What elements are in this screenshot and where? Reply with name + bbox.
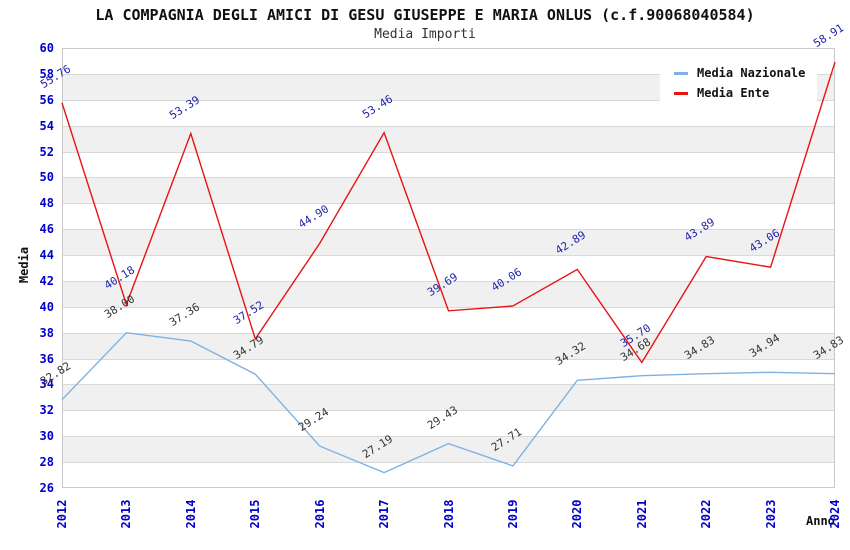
grid-band [62,436,835,463]
x-tick-label: 2016 [312,499,327,529]
y-tick-label: 58 [39,66,54,81]
x-tick-label: 2012 [55,499,69,529]
x-tick-label: 2020 [570,499,585,529]
legend-item-media-nazionale: Media Nazionale [674,63,805,83]
x-tick-label: 2024 [828,499,842,529]
x-tick-label: 2021 [634,499,649,529]
grid-band [62,151,835,178]
y-tick-label: 38 [39,325,54,340]
y-tick-label: 60 [39,41,54,55]
legend-swatch-ente-icon [674,91,688,95]
grid-band [62,358,835,385]
gridline [62,229,835,231]
y-tick-label: 26 [39,481,54,495]
y-tick-label: 36 [39,351,54,366]
x-tick-label: 2014 [183,499,198,529]
gridline [62,203,835,205]
gridline [62,255,835,257]
x-axis-title: Anno [806,514,835,528]
y-tick-label: 48 [39,196,54,211]
legend: Media Nazionale Media Ente [660,56,818,110]
grid-band [62,332,835,359]
legend-label-nazionale: Media Nazionale [697,66,806,80]
gridline [62,151,835,153]
y-tick-label: 42 [39,273,54,288]
grid-band [62,177,835,204]
gridline [62,332,835,334]
y-tick-label: 50 [39,170,54,185]
y-tick-label: 34 [39,377,54,392]
legend-item-media-ente: Media Ente [674,83,805,103]
y-tick-label: 30 [39,429,54,444]
x-tick-label: 2019 [505,499,520,529]
legend-label-ente: Media Ente [697,86,770,100]
x-tick-label: 2018 [441,499,456,529]
legend-swatch-nazionale-icon [674,71,688,75]
x-tick-label: 2015 [248,499,263,529]
gridline [62,177,835,179]
gridline [62,306,835,308]
chart-title: LA COMPAGNIA DEGLI AMICI DI GESU GIUSEPP… [95,6,755,24]
y-tick-label: 40 [39,299,54,314]
x-tick-label: 2023 [763,499,778,529]
x-tick-label: 2022 [699,499,714,529]
gridline [62,358,835,360]
gridline [62,462,835,464]
y-tick-label: 44 [39,248,54,263]
gridline [62,384,835,386]
y-tick-label: 28 [39,455,54,470]
y-tick-label: 54 [39,118,54,133]
grid-band [62,462,835,488]
gridline [62,125,835,127]
chart-subtitle: Media Importi [374,27,476,42]
y-tick-label: 46 [39,222,54,237]
gridline [62,436,835,438]
x-tick-label: 2017 [377,499,392,529]
y-tick-label: 56 [39,92,54,107]
x-tick-label: 2013 [119,499,134,529]
y-tick-label: 52 [39,144,54,159]
grid-band [62,125,835,152]
grid-band [62,203,835,230]
y-tick-label: 32 [39,403,54,418]
grid-band [62,229,835,256]
